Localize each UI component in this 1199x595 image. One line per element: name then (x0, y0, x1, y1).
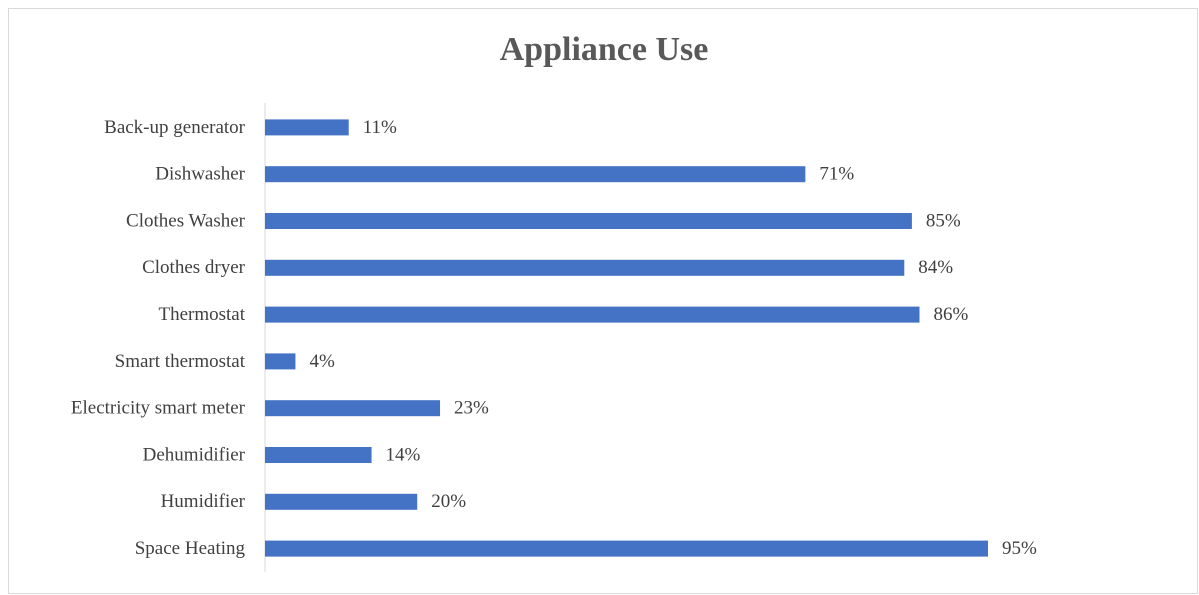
y-tick-label: Electricity smart meter (71, 398, 246, 419)
data-label: 23% (454, 398, 489, 419)
chart-frame (8, 8, 1198, 594)
y-tick-label: Thermostat (158, 304, 245, 325)
data-label: 71% (819, 164, 854, 185)
y-tick-label: Clothes Washer (126, 210, 246, 231)
y-tick-label: Humidifier (161, 491, 246, 512)
y-tick-label: Dehumidifier (143, 444, 246, 465)
data-label: 20% (431, 491, 466, 512)
bar (265, 400, 441, 417)
y-tick-label: Dishwasher (155, 164, 245, 185)
bar (265, 306, 920, 323)
bar (265, 447, 372, 463)
data-label: 95% (1002, 538, 1037, 559)
y-tick-label: Clothes dryer (142, 257, 246, 278)
data-label: 84% (918, 257, 953, 278)
y-tick-label: Smart thermostat (115, 351, 246, 372)
bar (265, 259, 905, 276)
bar (265, 119, 349, 136)
chart-title: Appliance Use (500, 31, 709, 68)
data-label: 14% (386, 444, 421, 465)
bar (265, 353, 296, 370)
bar (265, 540, 988, 557)
bar (265, 166, 806, 183)
y-tick-label: Space Heating (135, 538, 246, 559)
bar (265, 493, 418, 510)
data-label: 4% (309, 351, 335, 372)
data-label: 11% (363, 117, 397, 138)
bar (265, 213, 912, 229)
y-tick-label: Back-up generator (104, 117, 246, 138)
data-label: 86% (934, 304, 969, 325)
data-label: 85% (926, 210, 961, 231)
